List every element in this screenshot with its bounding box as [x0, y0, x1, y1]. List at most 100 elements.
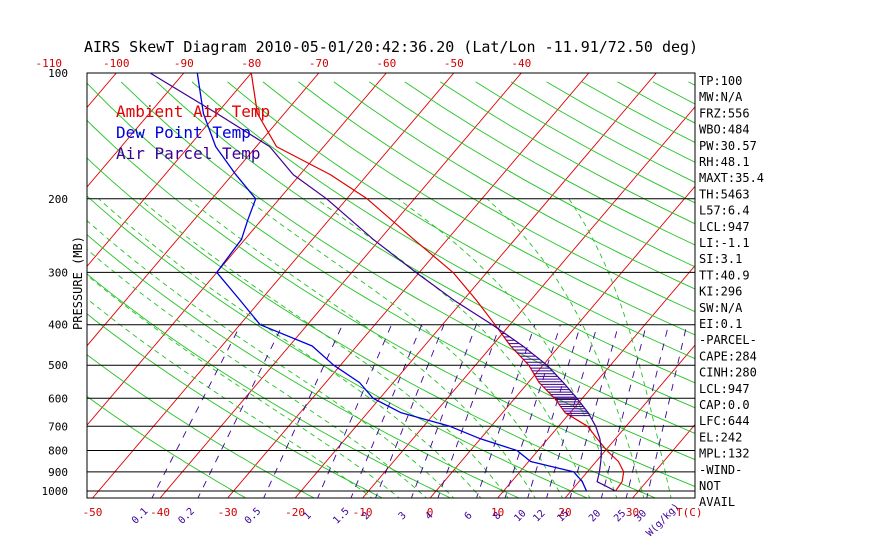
stability-index-item: SI:3.1: [699, 252, 742, 266]
legend: Ambient Air Temp Dew Point Temp Air Parc…: [116, 102, 270, 163]
stability-index-item: AVAIL: [699, 495, 735, 509]
moist-adiabat-line: [87, 248, 428, 498]
pressure-tick-label: 500: [48, 359, 68, 372]
stability-index-item: PW:30.57: [699, 139, 757, 153]
mixing-ratio-line: [263, 324, 343, 498]
dry-adiabat-line: [87, 234, 520, 498]
dry-adiabat-line: [120, 81, 695, 434]
y-axis-label: PRESSURE (MB): [71, 236, 85, 330]
stability-index-item: L57:6.4: [699, 204, 750, 218]
isotherm-line: [362, 106, 695, 498]
dry-adiabat-line: [333, 81, 695, 290]
top-temperature-tick-label: -90: [174, 57, 194, 70]
isotherm-line: [0, 64, 57, 500]
isotherm-line: [87, 73, 252, 268]
stability-index-item: TP:100: [699, 74, 742, 88]
mixing-ratio-tick-label: 6: [463, 510, 475, 522]
plot-area: [0, 64, 870, 500]
dry-adiabat-line: [156, 81, 695, 409]
pressure-tick-label: 200: [48, 193, 68, 206]
mixing-ratio-tick-label: 10: [512, 508, 528, 524]
dry-adiabat-line: [87, 395, 247, 498]
dry-adiabat-line: [87, 354, 315, 498]
stability-index-item: MAXT:35.4: [699, 171, 764, 185]
stability-indices: TP:100 MW:N/A FRZ:556 WBO:484 PW:30.57 RH:48.…: [699, 74, 764, 509]
isotherm-line: [632, 423, 695, 498]
stability-index-item: -WIND-: [699, 463, 742, 477]
plot-frame: [86, 72, 696, 499]
mixing-ratio-tick-label: 0.5: [243, 506, 264, 527]
dry-adiabat-line: [475, 81, 695, 204]
bottom-temperature-tick-label: -40: [150, 506, 170, 519]
pressure-tick-label: 300: [48, 266, 68, 279]
mixing-ratio-line: [437, 324, 501, 498]
dry-adiabat-line: [87, 157, 657, 498]
moist-adiabat-line: [139, 198, 509, 498]
dry-adiabat-line: [298, 81, 695, 313]
mixing-ratio-tick-label: 0.1: [130, 506, 151, 527]
top-temperature-tick-label: -100: [103, 57, 130, 70]
stability-index-item: TT:40.9: [699, 268, 750, 282]
axes: 1002003004005006007008009001000-120-110-…: [36, 57, 703, 539]
mixing-ratio-line: [569, 324, 620, 498]
stability-index-item: EL:242: [699, 430, 742, 444]
mixing-ratio-tick-label: 0.2: [176, 506, 197, 527]
mixing-ratio-tick-label: 3: [397, 510, 409, 522]
mixing-ratio-line: [317, 324, 392, 498]
moist-adiabat-line: [87, 274, 400, 498]
dry-adiabat-line: [510, 81, 695, 183]
dry-adiabat-line: [87, 195, 589, 498]
bottom-temperature-tick-label: -30: [218, 506, 238, 519]
stability-index-item: WBO:484: [699, 123, 750, 137]
chart-title: AIRS SkewT Diagram 2010-05-01/20:42:36.2…: [84, 38, 698, 56]
dry-adiabat-line: [87, 119, 695, 488]
stability-index-item: LFC:644: [699, 414, 750, 428]
pressure-tick-label: 900: [48, 466, 68, 479]
top-temperature-tick-label: -70: [309, 57, 329, 70]
pressure-tick-label: 1000: [42, 485, 69, 498]
moist-adiabat-line: [87, 220, 455, 498]
isotherm-line: [766, 64, 870, 500]
moist-adiabat-line: [188, 198, 536, 498]
mixing-ratio-line: [646, 324, 688, 498]
mixing-ratio-line: [476, 324, 536, 498]
top-temperature-tick-label: -40: [511, 57, 531, 70]
moist-adiabat-line: [486, 198, 645, 498]
stability-index-item: RH:48.1: [699, 155, 750, 169]
dry-adiabat-line: [87, 273, 452, 498]
dry-adiabat-line: [262, 81, 695, 336]
mixing-ratio-line: [504, 324, 561, 498]
mixing-ratio-line: [600, 324, 647, 498]
legend-air-parcel-temp: Air Parcel Temp: [116, 144, 261, 163]
stability-index-item: -PARCEL-: [699, 333, 757, 347]
stability-index-item: KI:296: [699, 285, 742, 299]
isotherm-line: [87, 73, 387, 426]
dry-adiabat-line: [227, 81, 695, 360]
dry-adiabat-line: [369, 81, 695, 268]
top-temperature-tick-label: -50: [444, 57, 464, 70]
dry-adiabat-line: [795, 82, 870, 500]
bottom-temperature-tick-label: -50: [83, 506, 103, 519]
pressure-tick-label: 100: [48, 67, 68, 80]
dew-point-temp-line: [196, 73, 588, 492]
mixing-ratio-tick-label: 12: [531, 508, 547, 524]
bottom-temperature-tick-label: 20: [558, 506, 571, 519]
stability-index-item: FRZ:556: [699, 106, 750, 120]
mixing-ratio-line: [375, 324, 445, 498]
isotherm-line: [87, 73, 185, 188]
temperature-axis-label: T(C): [676, 506, 703, 519]
dry-adiabat-line: [652, 81, 695, 105]
stability-index-item: CAP:0.0: [699, 398, 750, 412]
moist-adiabat-line: [398, 198, 618, 498]
mixing-ratio-line: [410, 324, 477, 498]
isotherm-line: [87, 73, 117, 109]
plot-border: [86, 72, 696, 499]
mixing-ratio-line: [527, 324, 582, 498]
stability-index-item: EI:0.1: [699, 317, 742, 331]
mixing-ratio-tick-label: 4: [423, 510, 435, 522]
bottom-temperature-tick-label: 10: [491, 506, 504, 519]
pressure-tick-label: 800: [48, 445, 68, 458]
pressure-tick-label: 600: [48, 392, 68, 405]
dry-adiabat-line: [830, 82, 870, 500]
stability-index-item: LI:-1.1: [699, 236, 750, 250]
